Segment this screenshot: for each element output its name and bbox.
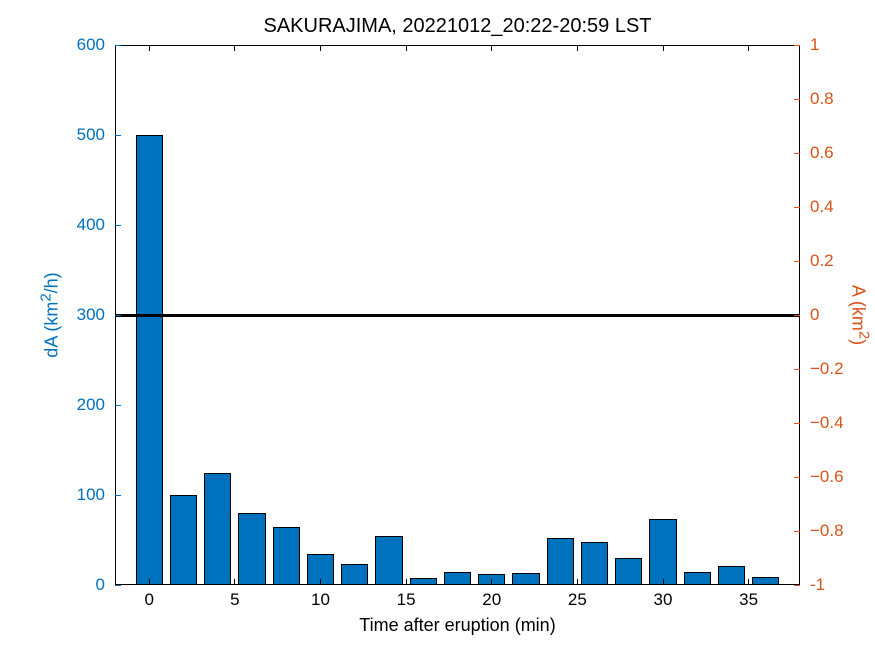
x-tick xyxy=(577,579,578,585)
y-right-tick-label: 0.4 xyxy=(810,197,834,217)
bar xyxy=(170,495,197,585)
y-right-tick xyxy=(794,207,800,208)
y-left-tick-label: 100 xyxy=(77,485,105,505)
x-tick xyxy=(320,579,321,585)
x-tick-label: 35 xyxy=(739,590,758,610)
x-tick xyxy=(320,45,321,51)
bar xyxy=(718,566,745,585)
bar xyxy=(649,519,676,585)
y-right-tick-label: 1 xyxy=(810,35,819,55)
bar xyxy=(204,473,231,586)
y-right-tick-label: −0.6 xyxy=(810,467,844,487)
x-tick xyxy=(663,45,664,51)
y-left-tick xyxy=(115,135,121,136)
x-tick xyxy=(491,45,492,51)
x-tick-label: 10 xyxy=(311,590,330,610)
bar xyxy=(615,558,642,585)
x-axis-label: Time after eruption (min) xyxy=(359,615,555,636)
y-right-tick xyxy=(794,261,800,262)
y-left-tick-label: 200 xyxy=(77,395,105,415)
y-right-tick-label: 0.2 xyxy=(810,251,834,271)
y-axis-right-label: A (km2) xyxy=(848,285,873,345)
x-tick xyxy=(577,45,578,51)
bar xyxy=(375,536,402,586)
bar xyxy=(273,527,300,586)
x-tick xyxy=(149,45,150,51)
x-tick-label: 20 xyxy=(482,590,501,610)
y-left-tick xyxy=(115,495,121,496)
y-left-tick xyxy=(115,315,121,316)
bar xyxy=(238,513,265,585)
bar xyxy=(581,542,608,585)
x-tick-label: 25 xyxy=(568,590,587,610)
y-left-tick-label: 500 xyxy=(77,125,105,145)
y-left-tick xyxy=(115,45,121,46)
y-left-tick xyxy=(115,585,121,586)
y-right-tick-label: 0.6 xyxy=(810,143,834,163)
bar xyxy=(547,538,574,585)
bar xyxy=(512,573,539,585)
chart-container: SAKURAJIMA, 20221012_20:22-20:59 LST 0 5 1… xyxy=(0,0,875,656)
y-left-tick xyxy=(115,405,121,406)
y-right-tick xyxy=(794,153,800,154)
y-right-tick xyxy=(794,369,800,370)
y-right-tick xyxy=(794,585,800,586)
x-tick xyxy=(149,579,150,585)
y-right-tick xyxy=(794,477,800,478)
x-tick xyxy=(234,579,235,585)
x-tick-label: 5 xyxy=(230,590,239,610)
x-tick xyxy=(406,579,407,585)
y-axis-left-label: dA (km2/h) xyxy=(38,272,63,357)
x-tick xyxy=(748,579,749,585)
y-right-tick-label: -1 xyxy=(810,575,825,595)
zero-line xyxy=(115,314,800,317)
y-right-tick-label: 0 xyxy=(810,305,819,325)
bar xyxy=(752,577,779,585)
y-right-tick-label: −0.8 xyxy=(810,521,844,541)
chart-title: SAKURAJIMA, 20221012_20:22-20:59 LST xyxy=(263,15,651,38)
x-tick xyxy=(748,45,749,51)
y-right-tick xyxy=(794,45,800,46)
x-tick-label: 0 xyxy=(145,590,154,610)
y-right-tick xyxy=(794,531,800,532)
x-tick xyxy=(491,579,492,585)
y-left-tick-label: 600 xyxy=(77,35,105,55)
x-tick xyxy=(234,45,235,51)
x-tick-label: 30 xyxy=(654,590,673,610)
y-right-tick xyxy=(794,423,800,424)
bar xyxy=(410,578,437,585)
bar xyxy=(684,572,711,585)
y-right-tick xyxy=(794,315,800,316)
y-left-tick xyxy=(115,225,121,226)
bar xyxy=(341,564,368,585)
y-right-tick-label: 0.8 xyxy=(810,89,834,109)
bar xyxy=(136,135,163,585)
x-tick xyxy=(406,45,407,51)
y-right-tick xyxy=(794,99,800,100)
x-tick-label: 15 xyxy=(397,590,416,610)
y-left-tick-label: 0 xyxy=(96,575,105,595)
y-left-tick-label: 400 xyxy=(77,215,105,235)
y-left-tick-label: 300 xyxy=(77,305,105,325)
y-right-tick-label: −0.2 xyxy=(810,359,844,379)
y-right-tick-label: −0.4 xyxy=(810,413,844,433)
x-tick xyxy=(663,579,664,585)
bar xyxy=(444,572,471,586)
